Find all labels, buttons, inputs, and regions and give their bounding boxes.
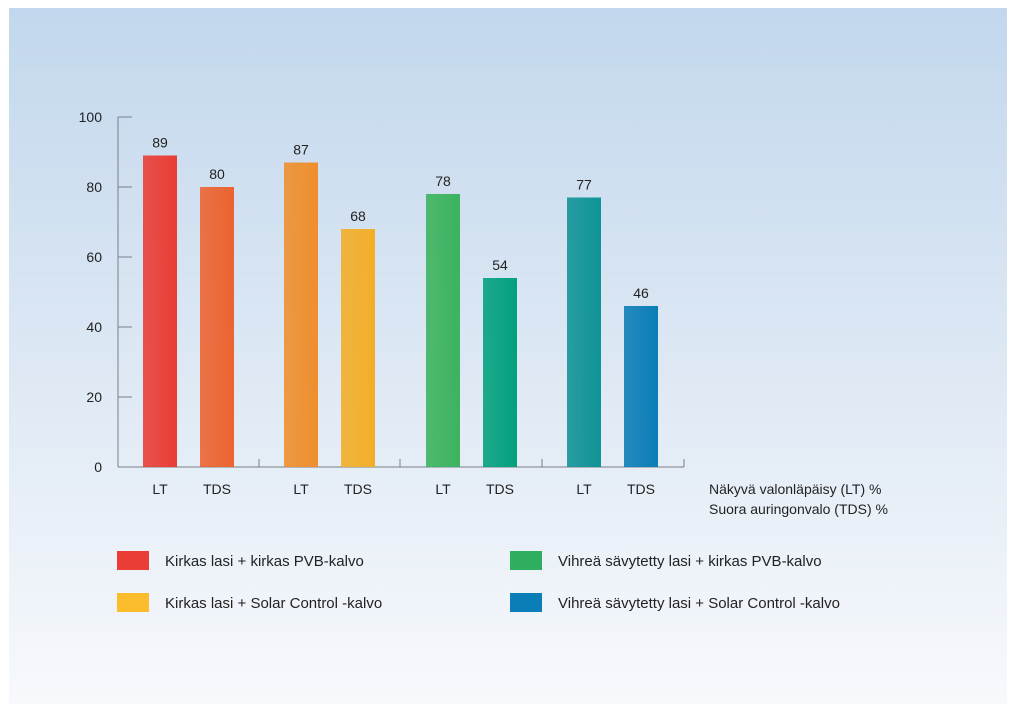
x-tick-label: LT [293, 481, 309, 497]
x-tick-label: TDS [627, 481, 655, 497]
legend-label: Vihreä sävytetty lasi + kirkas PVB-kalvo [558, 553, 822, 570]
legend-label: Vihreä sävytetty lasi + Solar Control -k… [558, 595, 840, 612]
y-tick-label: 20 [86, 389, 102, 405]
y-tick-label: 100 [79, 109, 103, 125]
data-label: 54 [492, 257, 508, 273]
bars [143, 155, 658, 467]
bar [483, 278, 517, 467]
legend-swatch [117, 551, 149, 570]
y-tick-label: 40 [86, 319, 102, 335]
legend-swatch [510, 593, 542, 612]
bar [284, 162, 318, 467]
x-tick-label: TDS [486, 481, 514, 497]
data-label: 46 [633, 285, 649, 301]
bar [341, 229, 375, 467]
legend: Kirkas lasi + kirkas PVB-kalvo Kirkas las… [117, 551, 840, 612]
x-tick-label: TDS [344, 481, 372, 497]
axis-note: Suora auringonvalo (TDS) % [709, 501, 888, 517]
bar [143, 155, 177, 467]
bar [426, 194, 460, 467]
y-tick-label: 80 [86, 179, 102, 195]
data-label: 78 [435, 173, 451, 189]
x-tick-label: LT [435, 481, 451, 497]
legend-label: Kirkas lasi + Solar Control -kalvo [165, 595, 382, 612]
data-label: 68 [350, 208, 366, 224]
data-label: 87 [293, 142, 309, 158]
y-tick-label: 0 [94, 459, 102, 475]
bar [567, 197, 601, 467]
legend-label: Kirkas lasi + kirkas PVB-kalvo [165, 553, 364, 570]
labels: 0 20 40 60 80 100 89 LT 80 TDS 87 LT 68 TDS 78 LT 54 TDS 7… [79, 109, 888, 517]
axis-note: Näkyvä valonläpäisy (LT) % [709, 481, 881, 497]
data-label: 89 [152, 135, 168, 151]
data-label: 77 [576, 177, 592, 193]
bar [624, 306, 658, 467]
bar [200, 187, 234, 467]
x-tick-label: LT [152, 481, 168, 497]
data-label: 80 [209, 166, 225, 182]
x-tick-label: TDS [203, 481, 231, 497]
x-tick-label: LT [576, 481, 592, 497]
legend-swatch [510, 551, 542, 570]
legend-swatch [117, 593, 149, 612]
y-tick-label: 60 [86, 249, 102, 265]
